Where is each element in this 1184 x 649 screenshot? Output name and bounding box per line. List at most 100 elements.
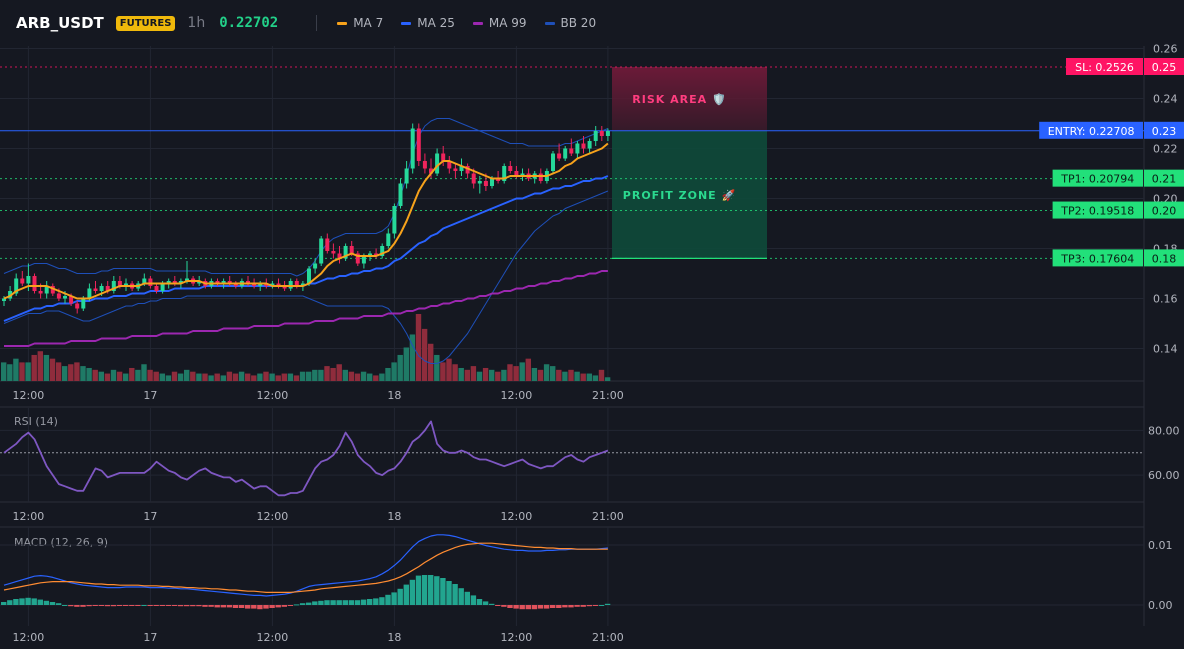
candle-body bbox=[599, 131, 604, 136]
volume-bar bbox=[348, 371, 355, 381]
volume-bar bbox=[397, 354, 403, 381]
macd-histogram-bar bbox=[129, 605, 135, 606]
volume-bar bbox=[495, 371, 501, 381]
candle-body bbox=[276, 283, 281, 286]
volume-bar bbox=[92, 369, 98, 381]
volume-bar bbox=[385, 367, 391, 381]
volume-bar bbox=[25, 362, 31, 381]
candle-body bbox=[270, 283, 275, 286]
level-tag-tp2 bbox=[1052, 201, 1143, 219]
profit-zone bbox=[612, 130, 767, 259]
candle-body bbox=[435, 153, 440, 174]
volume-bar bbox=[129, 367, 135, 381]
candle-body bbox=[14, 278, 19, 294]
time-axis-tick: 12:00 bbox=[501, 510, 533, 523]
volume-bar bbox=[580, 373, 586, 381]
candle-body bbox=[563, 148, 568, 159]
volume-bar bbox=[110, 369, 117, 381]
chart-header: ARB_USDT FUTURES 1h 0.22702 MA 7 MA 25 M… bbox=[0, 0, 1184, 46]
volume-bar bbox=[354, 373, 361, 381]
candle-body bbox=[447, 161, 452, 169]
time-axis-tick: 17 bbox=[143, 510, 157, 523]
symbol-name[interactable]: ARB_USDT bbox=[16, 14, 104, 32]
candle-body bbox=[99, 286, 104, 291]
macd-histogram-bar bbox=[31, 598, 37, 605]
candle-body bbox=[233, 283, 238, 286]
volume-bar bbox=[159, 373, 165, 381]
macd-histogram-bar bbox=[232, 605, 239, 608]
volume-bar bbox=[287, 373, 294, 381]
macd-histogram-bar bbox=[525, 605, 531, 610]
rsi-axis-tick: 60.00 bbox=[1148, 469, 1180, 482]
macd-title: MACD (12, 26, 9) bbox=[14, 536, 108, 549]
candle-body bbox=[300, 283, 305, 286]
macd-histogram-bar bbox=[116, 605, 123, 606]
macd-histogram-bar bbox=[13, 599, 19, 605]
volume-bar bbox=[306, 371, 312, 381]
timeframe-label[interactable]: 1h bbox=[187, 15, 206, 31]
macd-histogram-bar bbox=[275, 605, 281, 608]
candle-body bbox=[410, 128, 415, 169]
macd-histogram-bar bbox=[141, 605, 147, 606]
legend-ma7[interactable]: MA 7 bbox=[337, 16, 383, 30]
volume-bar bbox=[190, 371, 196, 381]
candle-body bbox=[361, 256, 366, 264]
macd-histogram-bar bbox=[165, 605, 172, 606]
volume-bar bbox=[543, 364, 550, 381]
macd-histogram-bar bbox=[196, 605, 202, 607]
volume-bar bbox=[245, 373, 251, 381]
macd-histogram-bar bbox=[556, 605, 562, 608]
macd-histogram-bar bbox=[604, 603, 611, 605]
candle-body bbox=[2, 298, 6, 301]
macd-histogram-bar bbox=[330, 600, 336, 605]
volume-bar bbox=[208, 375, 214, 381]
price-axis-tick: 0.16 bbox=[1153, 293, 1178, 306]
macd-histogram-bar bbox=[495, 605, 501, 606]
macd-histogram-bar bbox=[574, 605, 580, 607]
candle-body bbox=[50, 286, 55, 294]
ma7-line bbox=[3, 142, 609, 300]
candle-body bbox=[355, 253, 360, 264]
volume-bar bbox=[37, 351, 43, 381]
volume-bar bbox=[409, 334, 416, 381]
volume-bar bbox=[604, 377, 611, 381]
volume-bar bbox=[86, 367, 92, 381]
macd-histogram-bar bbox=[464, 591, 470, 605]
time-axis-tick: 12:00 bbox=[13, 389, 45, 402]
macd-histogram-bar bbox=[324, 600, 330, 605]
macd-histogram-bar bbox=[306, 602, 312, 605]
macd-histogram-bar bbox=[354, 600, 361, 605]
candle-body bbox=[124, 283, 128, 286]
price-axis-tag-label-sl: 0.25 bbox=[1152, 61, 1177, 74]
candle-body bbox=[215, 281, 220, 284]
candle-body bbox=[81, 298, 86, 309]
macd-histogram-bar bbox=[251, 605, 257, 609]
volume-bar bbox=[43, 354, 50, 381]
candle-body bbox=[386, 233, 391, 246]
candle-body bbox=[557, 153, 562, 159]
macd-histogram-bar bbox=[312, 601, 318, 605]
candle-body bbox=[575, 143, 580, 154]
volume-bar bbox=[367, 373, 373, 381]
legend-ma99[interactable]: MA 99 bbox=[472, 16, 527, 30]
macd-histogram-bar bbox=[501, 605, 507, 607]
candle-body bbox=[422, 161, 427, 169]
candle-body bbox=[221, 281, 226, 284]
volume-bar bbox=[434, 354, 440, 381]
legend-ma25[interactable]: MA 25 bbox=[401, 16, 455, 30]
volume-bar bbox=[80, 366, 86, 381]
volume-bar bbox=[232, 373, 239, 381]
price-axis-tag-tp2 bbox=[1144, 201, 1184, 219]
ma99-line bbox=[4, 270, 608, 347]
volume-bar bbox=[360, 371, 367, 381]
volume-bar bbox=[19, 362, 25, 381]
volume-bar bbox=[31, 354, 37, 381]
volume-bar bbox=[214, 373, 220, 381]
candle-body bbox=[416, 128, 421, 161]
candle-body bbox=[246, 281, 250, 284]
legend-bb20[interactable]: BB 20 bbox=[544, 16, 596, 30]
volume-bar bbox=[482, 367, 489, 381]
candle-body bbox=[496, 178, 501, 181]
time-axis-tick: 18 bbox=[387, 510, 401, 523]
